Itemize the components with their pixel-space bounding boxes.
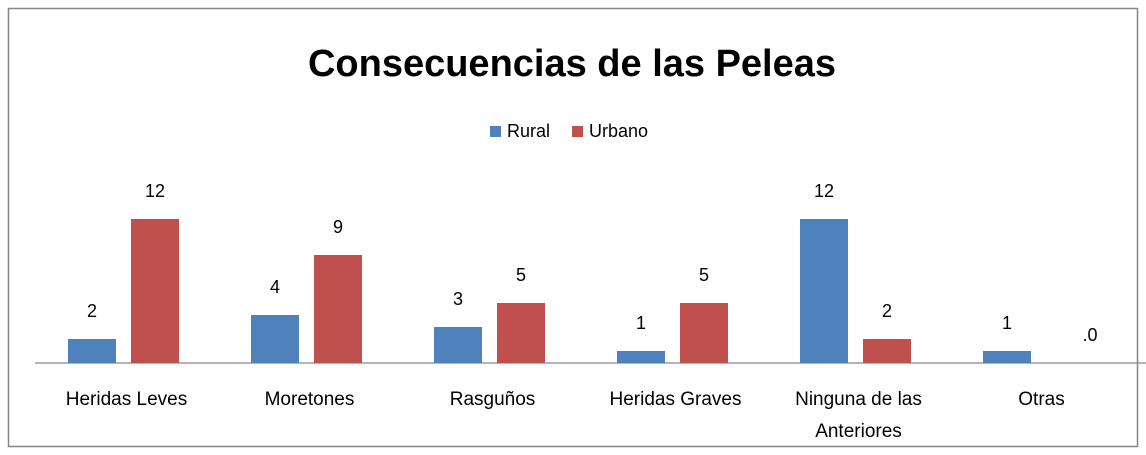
bar [863, 339, 911, 363]
data-label: 5 [699, 265, 709, 285]
bar [680, 303, 728, 363]
legend-label: Rural [507, 121, 550, 141]
data-label: .0 [1082, 325, 1097, 345]
legend-label: Urbano [589, 121, 648, 141]
data-label: 12 [814, 181, 834, 201]
bar [617, 351, 665, 363]
bar [983, 351, 1031, 363]
x-tick-label: Ninguna de las Anteriores [795, 389, 922, 442]
data-label: 2 [882, 301, 892, 321]
data-label: 12 [145, 181, 165, 201]
chart-title: Consecuencias de las Peleas [308, 43, 836, 85]
bar [800, 219, 848, 363]
data-label: 1 [636, 313, 646, 333]
data-label: 1 [1002, 313, 1012, 333]
data-label: 5 [516, 265, 526, 285]
data-label: 4 [270, 277, 280, 297]
chart-border [7, 7, 1139, 448]
x-tick-label: Otras [1018, 389, 1065, 410]
bar [251, 315, 299, 363]
bar [131, 219, 179, 363]
bar [497, 303, 545, 363]
x-tick-label: Heridas Leves [65, 389, 188, 410]
x-tick-label: Heridas Graves [609, 389, 742, 410]
bar [314, 255, 362, 363]
legend-swatch [572, 126, 584, 137]
data-label: 2 [87, 301, 97, 321]
bar [68, 339, 116, 363]
legend-swatch [490, 126, 501, 137]
bar [434, 327, 482, 363]
x-tick-label: Rasguños [449, 389, 536, 410]
data-label: 3 [453, 289, 463, 309]
x-tick-label: Moretones [264, 389, 355, 410]
data-label: 9 [333, 217, 343, 237]
